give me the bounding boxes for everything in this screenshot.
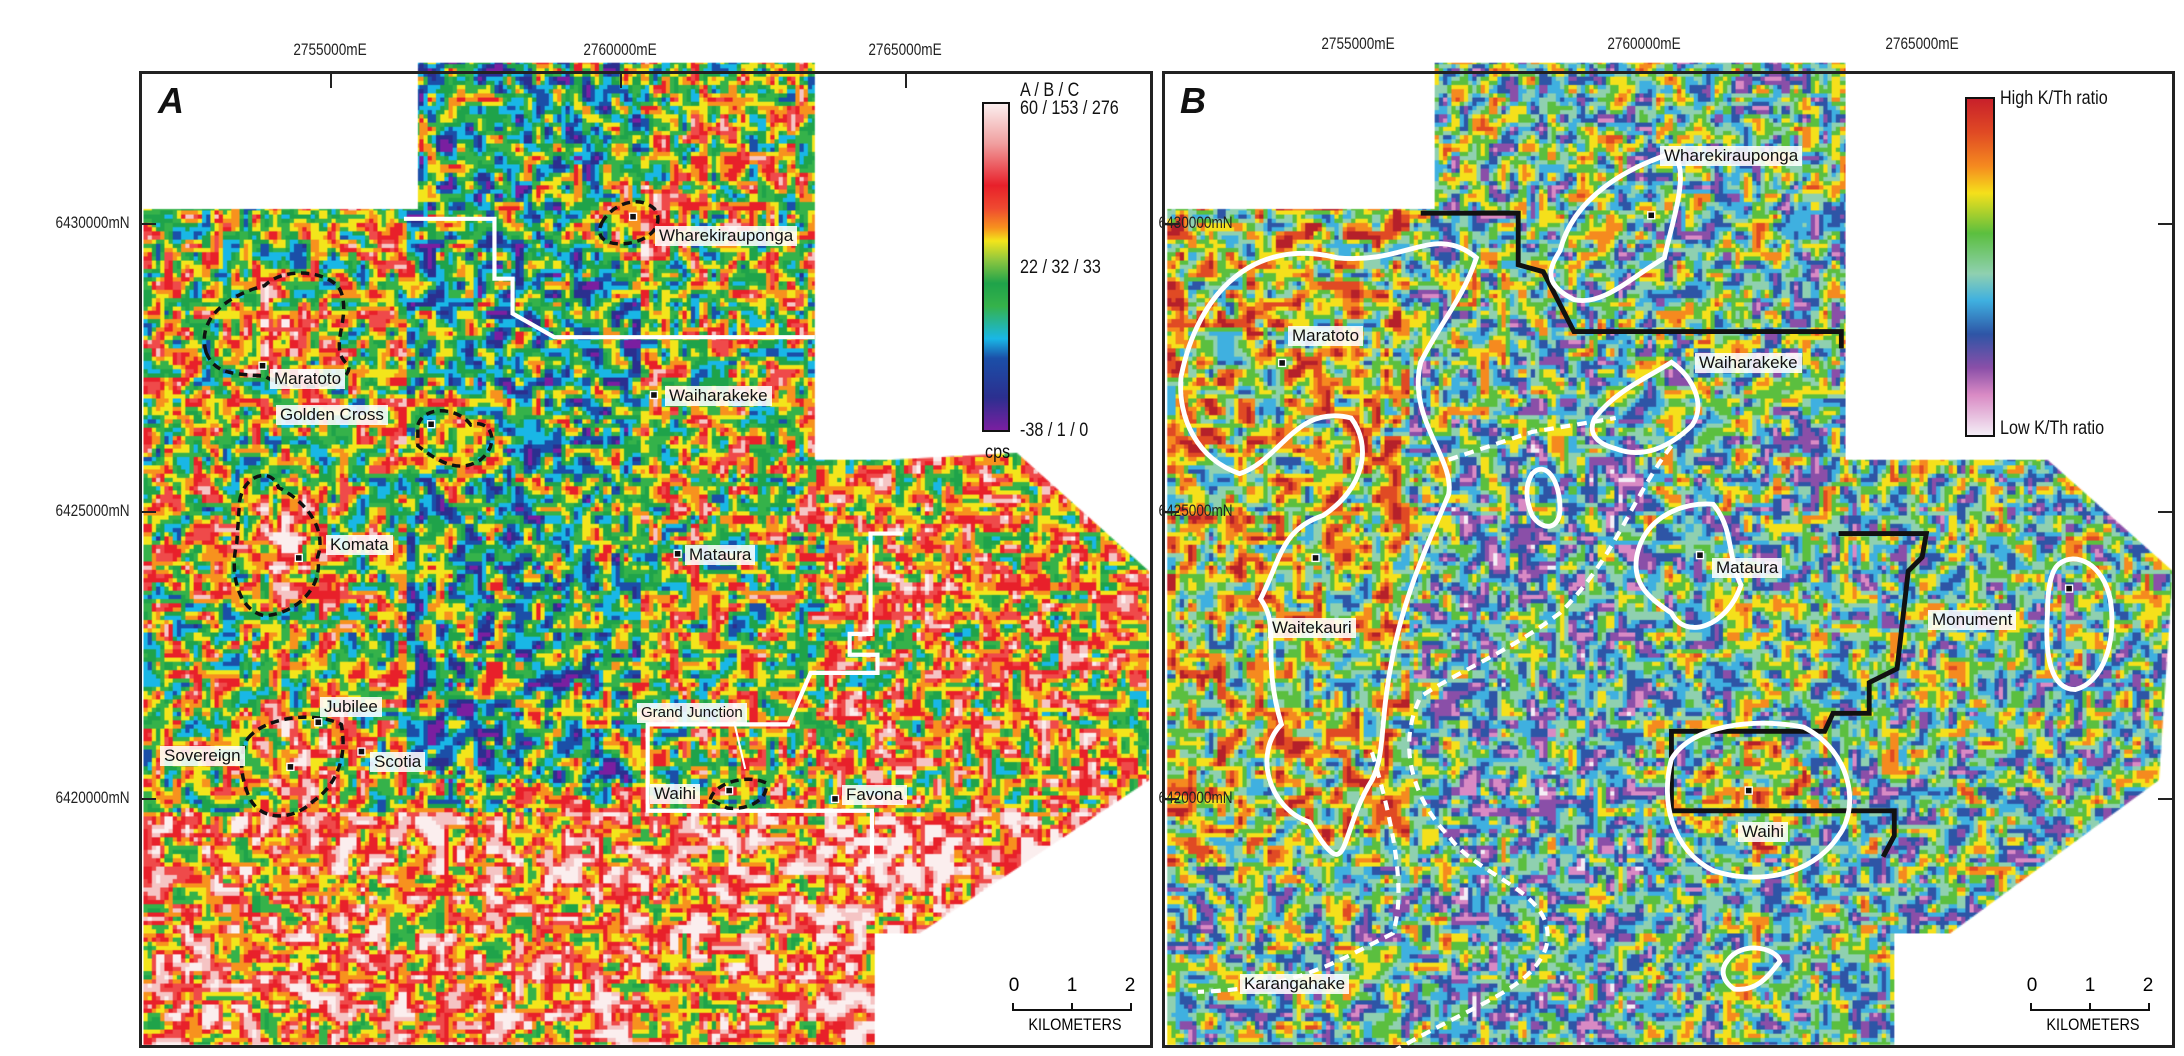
scale-tick: 1 — [1066, 975, 1078, 996]
legend-unit: cps — [985, 442, 1011, 463]
legend-max: 60 / 153 / 276 — [1020, 98, 1119, 119]
scale-tick: 2 — [1124, 975, 1136, 996]
legend-high: High K/Th ratio — [2000, 88, 2108, 109]
scale-tick: 0 — [1008, 975, 1020, 996]
alteration-outlines-b — [1178, 150, 2115, 992]
place-label: Favona — [842, 785, 907, 805]
scale-tick: 2 — [2142, 975, 2154, 996]
survey-boundary-a-south — [645, 531, 903, 864]
scale-unit: KILOMETERS — [2046, 1015, 2140, 1034]
tick — [140, 798, 156, 800]
scale-mid-tick — [2089, 1003, 2091, 1011]
legend-min: -38 / 1 / 0 — [1020, 420, 1089, 441]
tick — [1163, 223, 1179, 225]
place-label: Mataura — [685, 545, 756, 565]
survey-boundary-a — [403, 216, 815, 340]
colorbar-a — [982, 102, 1010, 432]
tick — [140, 223, 156, 225]
panel-label-b: B — [1180, 80, 1206, 121]
legend-low: Low K/Th ratio — [2000, 418, 2105, 439]
place-label: Scotia — [370, 752, 426, 772]
dashed-lines-b — [1197, 415, 1674, 1054]
place-label: Waihi — [1738, 822, 1788, 842]
deposit-outlines-a — [202, 200, 768, 818]
y-tick-label: 6430000mN — [55, 213, 130, 232]
scale-unit: KILOMETERS — [1028, 1015, 1122, 1034]
place-label: Jubilee — [320, 697, 382, 717]
colorbar-b — [1965, 97, 1995, 437]
place-label: Wharekirauponga — [655, 226, 798, 246]
scale-bar-b: 0 1 2 KILOMETERS — [2026, 975, 2180, 1055]
place-label: Sovereign — [160, 746, 245, 766]
tick — [905, 72, 907, 88]
place-label: Waihi — [650, 784, 700, 804]
place-label: Karangahake — [1240, 974, 1350, 994]
place-label: Grand Junction — [637, 703, 747, 723]
grand-junction-leader — [733, 721, 747, 770]
y-tick-label: 6425000mN — [1158, 501, 1233, 520]
x-tick-label: 2760000mE — [1607, 34, 1681, 53]
place-label: Golden Cross — [276, 405, 388, 425]
x-tick-label: 2765000mE — [1885, 34, 1959, 53]
tick — [1163, 511, 1179, 513]
tick — [330, 72, 332, 88]
y-tick-label: 6420000mN — [55, 788, 130, 807]
tick — [140, 511, 156, 513]
x-tick-label: 2755000mE — [1321, 34, 1395, 53]
scale-tick: 1 — [2084, 975, 2096, 996]
place-label: Waitekauri — [1268, 618, 1356, 638]
scale-mid-tick — [1071, 1003, 1073, 1011]
tick — [2158, 223, 2174, 225]
legend-mid: 22 / 32 / 33 — [1020, 257, 1101, 278]
place-label: Maratoto — [1288, 326, 1364, 346]
scale-bar-a: 0 1 2 KILOMETERS — [1008, 975, 1162, 1055]
panel-b-frame — [1162, 71, 2175, 1048]
survey-boundary-b — [1420, 210, 1930, 858]
tick — [620, 72, 622, 88]
x-tick-label: 2765000mE — [868, 40, 942, 59]
place-label: Komata — [326, 535, 393, 555]
y-tick-label: 6420000mN — [1158, 788, 1233, 807]
x-tick-label: 2755000mE — [293, 40, 367, 59]
scale-tick: 0 — [2026, 975, 2038, 996]
x-tick-label: 2760000mE — [583, 40, 657, 59]
panel-label-a: A — [158, 80, 184, 121]
place-label: Maratoto — [270, 369, 346, 389]
y-tick-label: 6430000mN — [1158, 213, 1233, 232]
deposit-markers — [258, 211, 2074, 804]
panel-a-frame — [139, 71, 1153, 1048]
place-label: Monument — [1928, 610, 2017, 630]
tick — [2158, 511, 2174, 513]
place-label: Waiharakeke — [665, 386, 772, 406]
place-label: Mataura — [1712, 558, 1783, 578]
y-tick-label: 6425000mN — [55, 501, 130, 520]
place-label: Waiharakeke — [1695, 353, 1802, 373]
tick — [2158, 798, 2174, 800]
place-label: Wharekirauponga — [1660, 146, 1803, 166]
tick — [1163, 798, 1179, 800]
legend-header: A / B / C — [1020, 80, 1080, 101]
